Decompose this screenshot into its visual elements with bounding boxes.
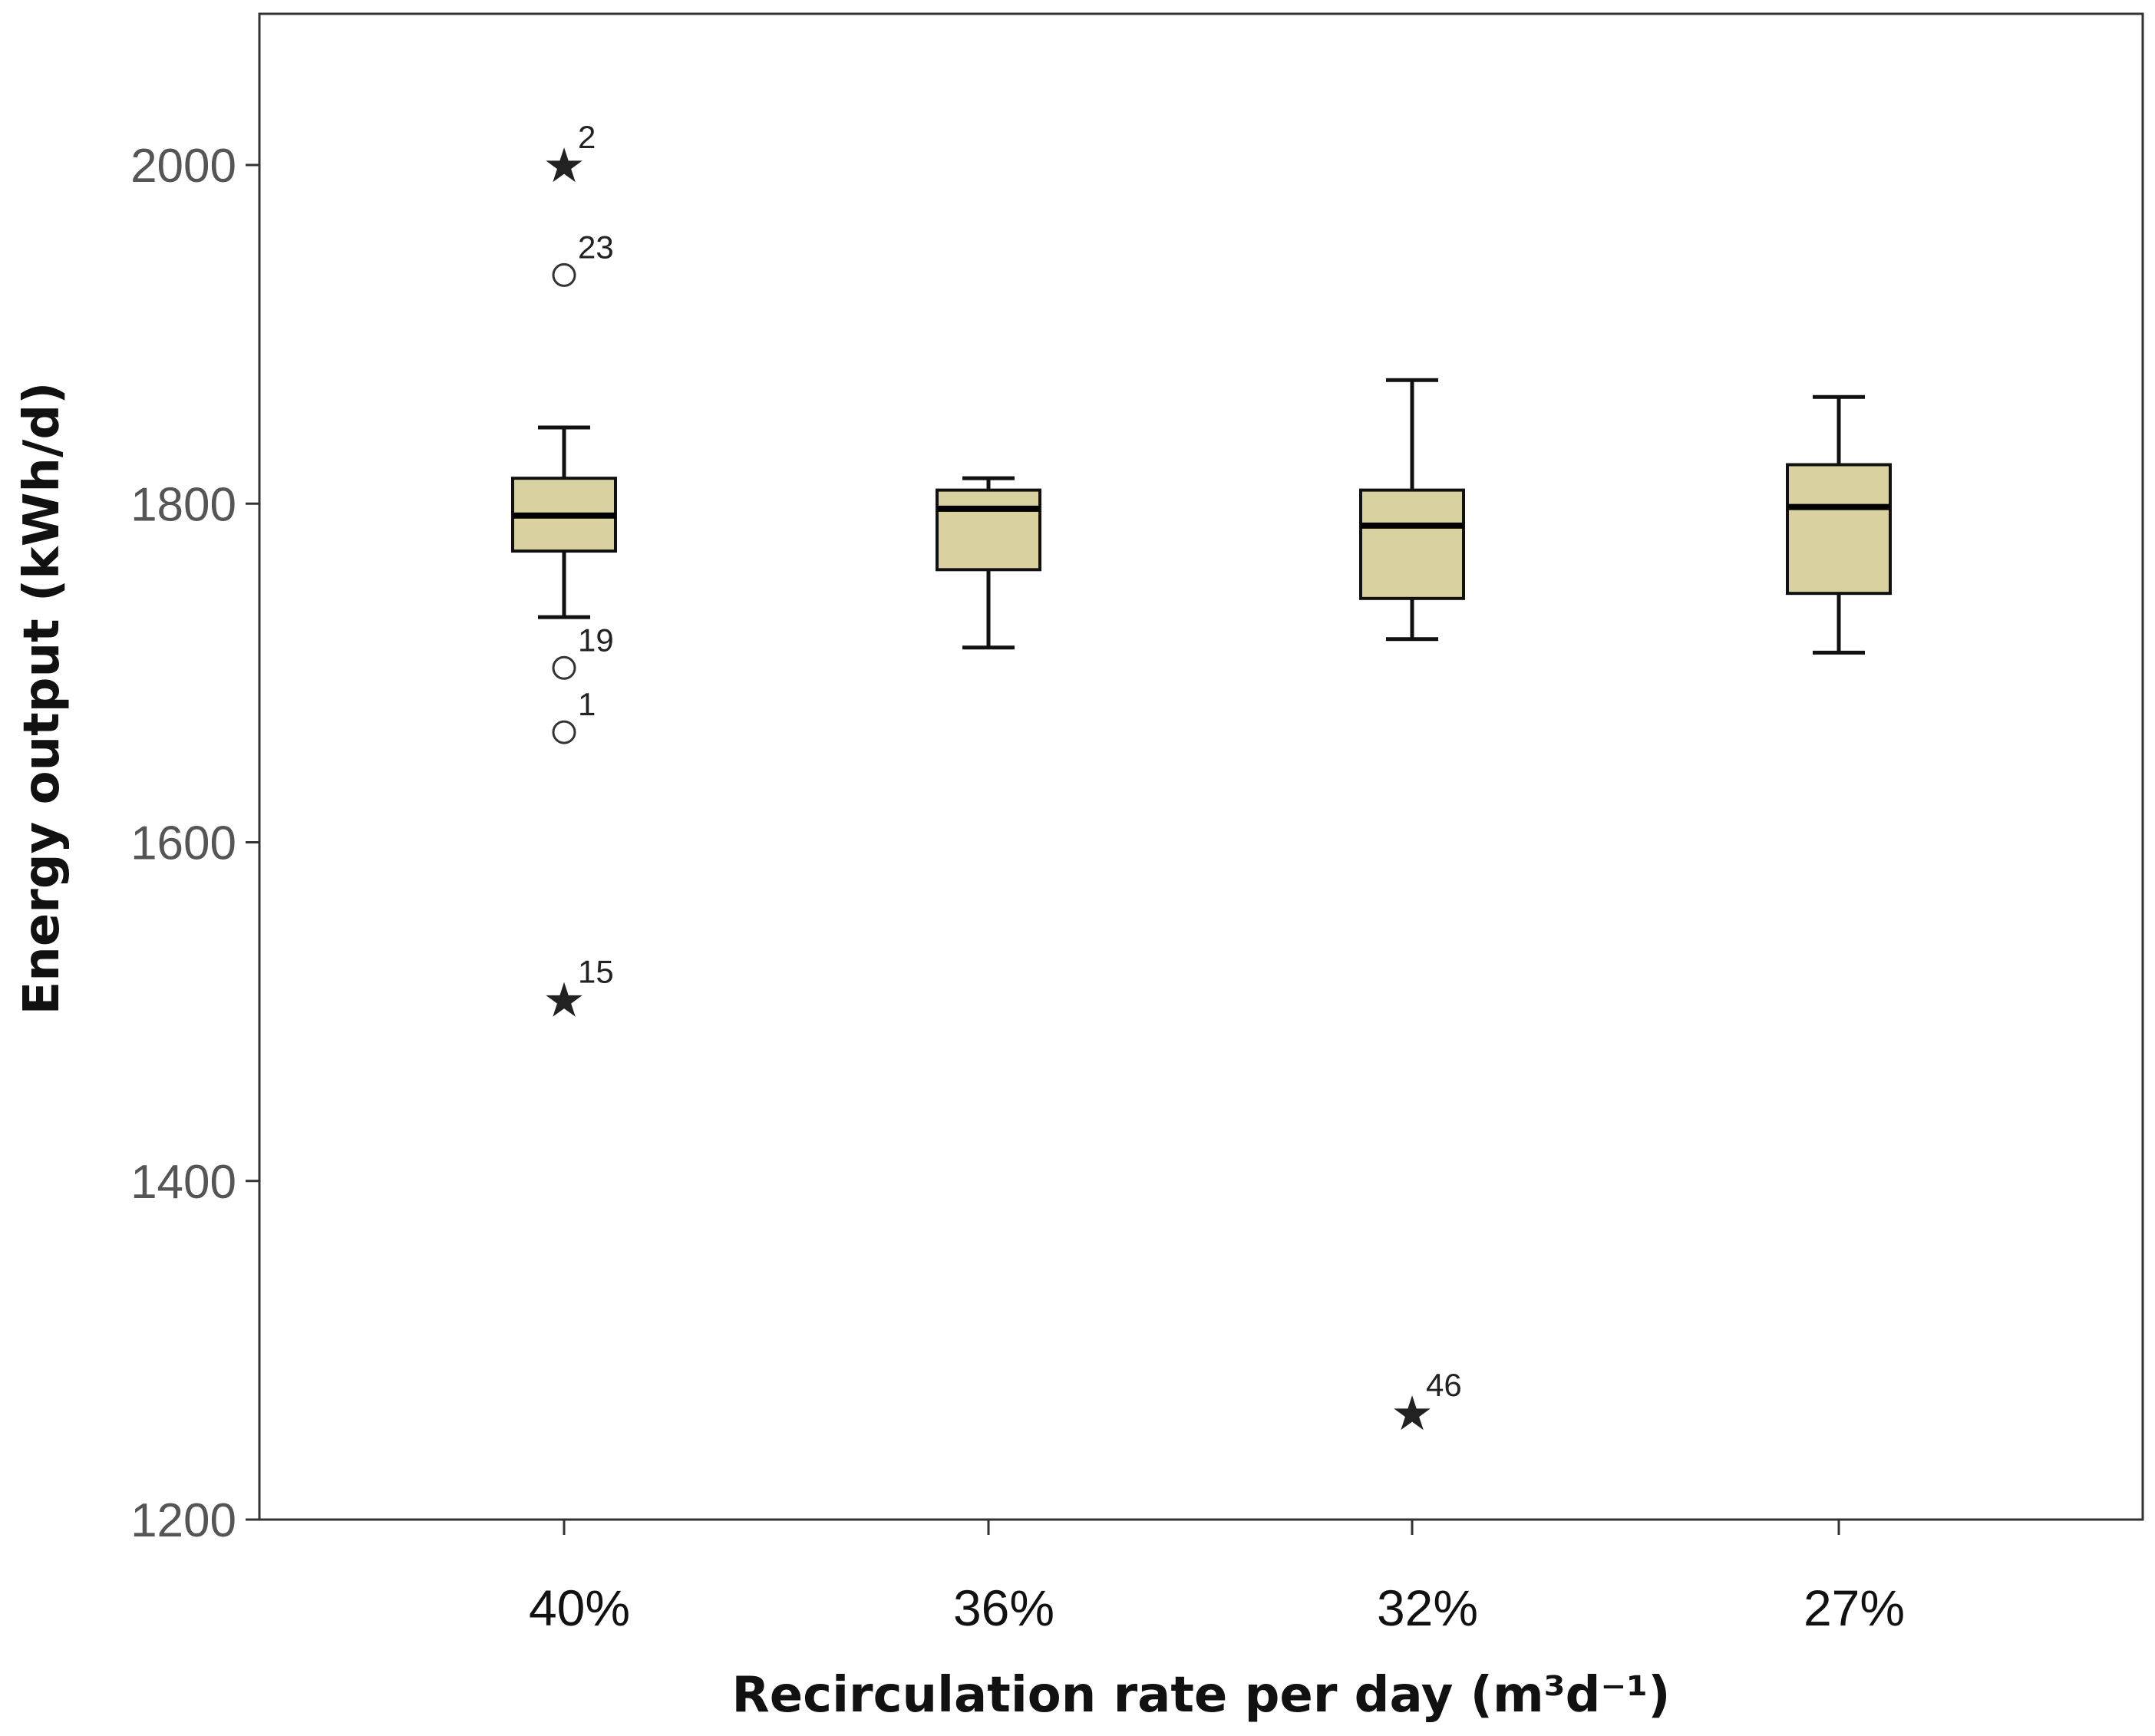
outlier-label-23: 23: [578, 229, 614, 265]
box-body-3: [1786, 463, 1892, 596]
box-2: [1359, 378, 1465, 642]
y-tick-label-2000: 2000: [130, 140, 236, 193]
x-axis: 40% 36% 32% 27%: [529, 1520, 1905, 1636]
box-body-2: [1359, 488, 1465, 600]
x-axis-title: Recirculation rate per day (m³d⁻¹): [731, 1667, 1670, 1724]
outlier-star-2: ★: [543, 137, 586, 193]
outlier-label-2: 2: [578, 119, 596, 155]
y-tick-label-1800: 1800: [130, 478, 236, 531]
outlier-label-19: 19: [578, 622, 614, 658]
x-tick-label-2: 32%: [1377, 1579, 1478, 1636]
outlier-label-15: 15: [578, 954, 614, 990]
box-series: [511, 378, 1892, 655]
outlier-circle-19: [552, 655, 576, 680]
y-axis-title: Energy output (kWh/d): [14, 382, 71, 1015]
y-axis: 1200 1400 1600 1800 2000: [130, 140, 259, 1547]
y-tick-label-1400: 1400: [130, 1156, 236, 1209]
plot-frame: [258, 12, 2144, 1521]
outlier-star-15: ★: [543, 972, 586, 1028]
box-body-1: [936, 488, 1041, 572]
y-tick-label-1600: 1600: [130, 817, 236, 870]
x-tick-label-3: 27%: [1804, 1579, 1905, 1636]
box-0: [511, 425, 617, 619]
box-3: [1786, 394, 1892, 655]
outlier-label-46: 46: [1426, 1367, 1462, 1403]
outlier-star-46: ★: [1391, 1385, 1434, 1441]
outlier-label-1: 1: [578, 686, 596, 722]
box-1: [936, 476, 1041, 650]
outlier-circle-1: [552, 720, 576, 744]
y-tick-label-1200: 1200: [130, 1494, 236, 1547]
x-tick-label-0: 40%: [529, 1579, 630, 1636]
x-tick-label-1: 36%: [953, 1579, 1054, 1636]
outlier-circle-23: [552, 262, 576, 287]
